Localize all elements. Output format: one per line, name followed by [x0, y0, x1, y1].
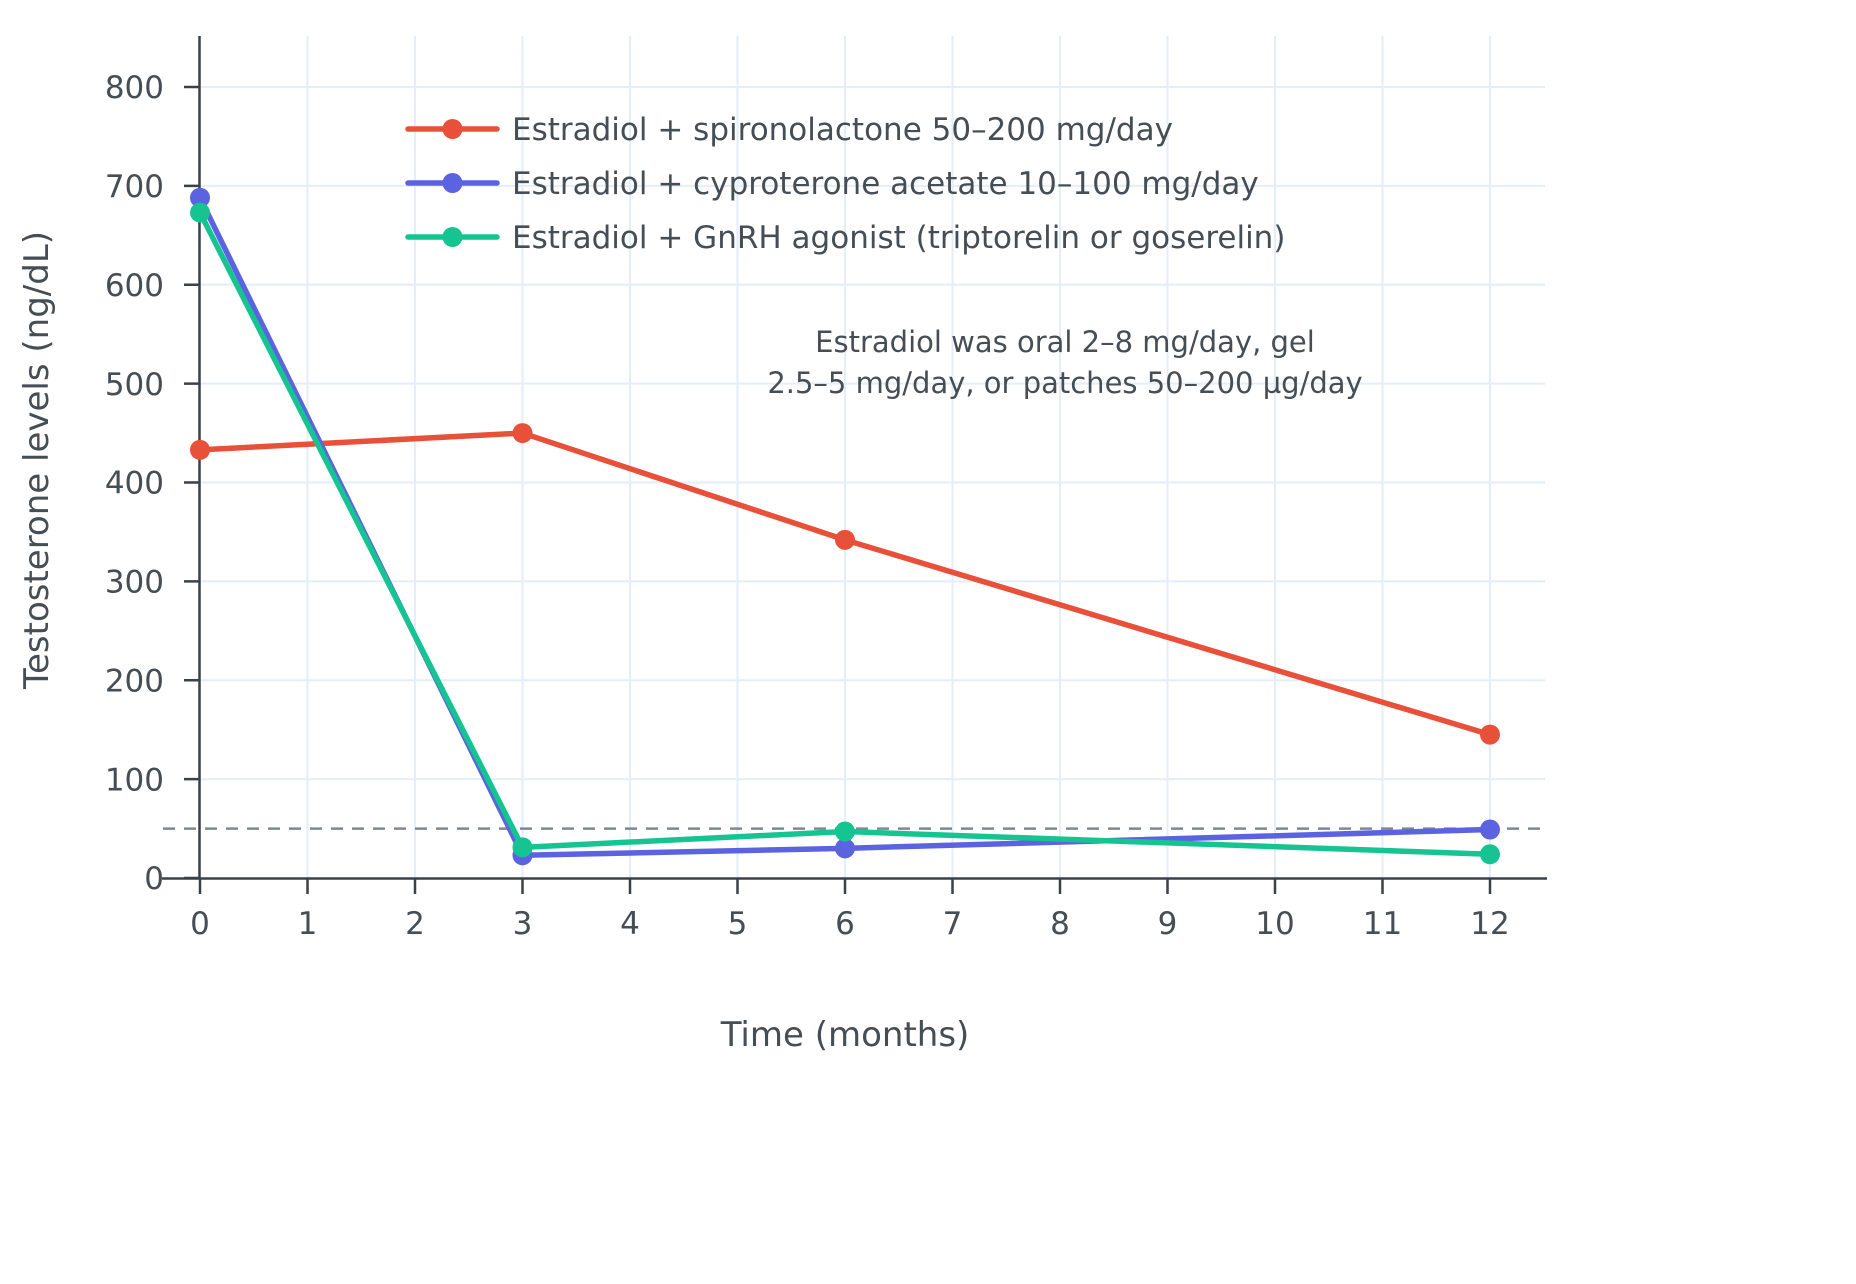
y-tick-label: 200 — [105, 663, 164, 699]
x-tick-label: 7 — [943, 906, 963, 942]
y-tick-label: 700 — [105, 169, 164, 205]
data-point — [512, 423, 533, 444]
series-line — [197, 430, 1493, 738]
annotation: Estradiol was oral 2–8 mg/day, gel 2.5–5 … — [767, 325, 1362, 400]
data-point — [190, 439, 210, 460]
x-tick-label: 6 — [835, 906, 855, 942]
legend-swatch-dot — [442, 227, 463, 247]
x-tick-label: 9 — [1158, 906, 1178, 942]
legend-swatch-dot — [442, 173, 463, 193]
annotation-text: 2.5–5 mg/day, or patches 50–200 µg/day — [767, 366, 1362, 400]
legend-swatch-dot — [442, 119, 463, 139]
data-point — [512, 837, 533, 858]
x-tick-label: 0 — [190, 906, 210, 942]
x-tick-label: 2 — [405, 906, 425, 942]
y-tick-label: 600 — [105, 268, 164, 304]
y-tick-label: 800 — [105, 70, 164, 106]
series-0 — [190, 423, 1500, 745]
x-tick-label: 3 — [513, 906, 533, 942]
x-tick-label: 8 — [1050, 906, 1070, 942]
series-2 — [190, 202, 1500, 865]
x-tick-label: 1 — [298, 906, 318, 942]
legend-label: Estradiol + GnRH agonist (triptorelin or… — [512, 220, 1285, 256]
axis-titles: Time (months) Testosterone levels (ng/dL) — [17, 231, 969, 1055]
x-tick-label: 5 — [728, 906, 748, 942]
x-tick-label: 11 — [1363, 906, 1402, 942]
legend: Estradiol + spironolactone 50–200 mg/day… — [405, 112, 1285, 256]
y-tick-label: 100 — [105, 762, 164, 798]
legend-label: Estradiol + spironolactone 50–200 mg/day — [512, 112, 1173, 148]
data-point — [190, 187, 210, 208]
data-point — [190, 202, 210, 223]
y-tick-label: 0 — [144, 861, 164, 897]
y-tick-label: 300 — [105, 565, 164, 601]
x-tick-label: 10 — [1255, 906, 1294, 942]
annotation-text: Estradiol was oral 2–8 mg/day, gel — [815, 325, 1315, 359]
data-point — [835, 529, 855, 550]
data-point — [835, 838, 855, 859]
series-line — [197, 209, 1493, 858]
data-point — [835, 821, 855, 842]
x-tick-label: 4 — [620, 906, 640, 942]
y-axis-title: Testosterone levels (ng/dL) — [17, 231, 57, 690]
legend-label: Estradiol + cyproterone acetate 10–100 m… — [512, 166, 1259, 202]
x-tick-label: 12 — [1470, 906, 1509, 942]
data-point — [1480, 724, 1500, 745]
y-tick-label: 500 — [105, 367, 164, 403]
data-point — [1480, 819, 1500, 840]
data-point — [1480, 844, 1500, 865]
x-axis-title: Time (months) — [720, 1015, 970, 1055]
y-tick-label: 400 — [105, 466, 164, 502]
